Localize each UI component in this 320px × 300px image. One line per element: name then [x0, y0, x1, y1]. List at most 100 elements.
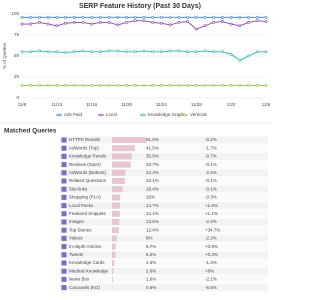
row-label: News Box: [69, 277, 90, 282]
legend-label: Local: [106, 112, 117, 117]
point: [221, 15, 224, 19]
row-value: 14.7%: [146, 203, 159, 208]
row-icon: [61, 285, 67, 291]
point: [186, 15, 189, 19]
point: [107, 84, 111, 87]
x-tick-label: 11/12: [51, 102, 62, 107]
point: [38, 84, 41, 87]
y-tick-label: 25: [14, 74, 20, 79]
row-bar: [112, 219, 120, 225]
x-tick-label: 11/28: [191, 102, 202, 107]
row-bar: [112, 235, 117, 242]
row-bg: [60, 144, 268, 152]
point: [116, 15, 120, 19]
point: [107, 49, 111, 53]
x-tick-label: 11/24: [156, 102, 167, 107]
row-bar: [112, 194, 121, 201]
point: [81, 84, 85, 87]
row-icon: [61, 178, 67, 184]
row-icon: [61, 162, 67, 168]
legend-label: Verticals: [190, 112, 208, 117]
row-icon: [61, 145, 67, 151]
point: [221, 84, 224, 87]
row-change: -0.1%: [205, 178, 217, 183]
point: [142, 49, 146, 53]
point: [238, 24, 242, 28]
legend-marker: [99, 113, 103, 117]
point: [168, 23, 172, 27]
row-label: AdWords (Bottom): [69, 170, 106, 175]
row-value: 13.5%: [146, 219, 159, 224]
point: [203, 49, 207, 53]
row-icon: [61, 227, 67, 233]
row-label: Top Stories: [69, 227, 92, 232]
point: [229, 84, 233, 87]
point: [186, 50, 189, 54]
point: [64, 21, 67, 25]
point: [133, 15, 137, 19]
row-bar: [112, 137, 146, 143]
row-bg: [60, 202, 268, 210]
row-label: Local Packs: [69, 203, 94, 208]
point: [38, 49, 41, 53]
row-value: 35.9%: [146, 154, 159, 159]
point: [238, 58, 242, 62]
point: [255, 50, 259, 54]
point: [221, 50, 224, 54]
point: [99, 20, 102, 24]
point: [168, 49, 172, 53]
row-label: Videos: [69, 236, 83, 241]
point: [194, 84, 198, 87]
point: [81, 15, 85, 19]
row-change: -2.1%: [205, 277, 217, 282]
point: [38, 15, 41, 19]
point: [20, 22, 24, 26]
row-label: Carousels (KG): [69, 285, 101, 290]
point: [125, 20, 128, 24]
point: [116, 49, 120, 53]
point: [46, 22, 50, 26]
row-bg: [60, 161, 268, 169]
row-bar: [112, 145, 135, 152]
point: [107, 15, 111, 19]
row-icon: [61, 276, 67, 282]
point: [29, 50, 33, 54]
row-icon: [61, 235, 67, 241]
point: [55, 50, 59, 54]
point: [160, 15, 163, 19]
row-change: +34.7%: [205, 227, 220, 232]
table-title: Matched Queries: [4, 128, 57, 135]
point: [64, 84, 67, 87]
row-icon: [61, 252, 67, 258]
row-icon: [61, 219, 67, 225]
row-bg: [60, 185, 268, 193]
row-label: AdWords (Top): [69, 145, 99, 150]
point: [151, 20, 155, 24]
point: [255, 19, 259, 23]
row-label: Knowledge Cards: [69, 260, 105, 265]
row-value: 6.7%: [146, 244, 156, 249]
point: [55, 15, 59, 19]
point: [90, 50, 94, 54]
row-label: In-depth Articles: [69, 244, 102, 249]
point: [116, 84, 120, 87]
row-bg: [60, 226, 268, 234]
row-value: 41.5%: [146, 145, 159, 150]
point: [55, 24, 59, 28]
point: [177, 20, 181, 24]
y-tick-label: 50: [14, 53, 20, 58]
point: [29, 84, 33, 87]
row-bar: [112, 268, 114, 275]
point: [133, 19, 137, 23]
row-icon: [61, 186, 67, 192]
point: [264, 20, 268, 23]
row-change: -0.1%: [205, 162, 217, 167]
row-change: -2.4%: [205, 219, 217, 224]
row-change: +0.9%: [205, 244, 218, 249]
row-bar: [112, 202, 121, 209]
row-change: -0.1%: [205, 186, 217, 191]
row-change: -0.2%: [205, 137, 217, 142]
row-label: Images: [69, 219, 85, 224]
row-icon: [61, 260, 67, 266]
chart-title: SERP Feature History (Past 30 Days): [79, 3, 201, 10]
